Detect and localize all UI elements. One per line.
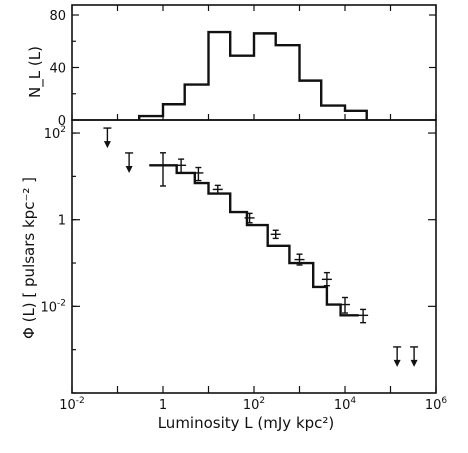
- top-y-tick-label: 80: [49, 9, 66, 24]
- bottom-y-axis-label: Φ (L) [ pulsars kpc⁻² ]: [20, 177, 38, 339]
- bottom-x-tick-label: 10-2: [59, 396, 85, 413]
- top-x-ticks: [71, 5, 437, 120]
- bottom-x-axis: 10-2 1 102 104 106: [59, 386, 447, 413]
- upper-limit-arrow: [393, 359, 401, 367]
- bottom-y-tick-label: 102: [44, 125, 66, 142]
- top-y-tick-label: 0: [58, 114, 66, 129]
- bottom-panel: 102 1 10-2 10-2 1 102 104 106 Φ (L) [ pulsars …: [20, 119, 447, 432]
- bottom-histogram: [149, 164, 359, 317]
- bottom-x-tick-label: 1: [159, 398, 167, 413]
- upper-limits: [103, 127, 419, 367]
- bottom-x-tick-label: 106: [425, 396, 448, 413]
- top-y-axis: 0 40 80: [49, 9, 436, 129]
- top-histogram: [138, 30, 368, 120]
- bottom-panel-frame: [71, 119, 437, 394]
- upper-limit-arrow: [125, 165, 133, 173]
- x-axis-label: Luminosity L (mJy kpc²): [158, 414, 335, 432]
- upper-limit-arrow: [410, 359, 418, 367]
- upper-limit-arrow: [103, 141, 111, 149]
- bottom-y-tick-label: 10-2: [40, 298, 66, 315]
- bottom-y-axis: 102 1 10-2: [40, 125, 436, 394]
- bottom-y-tick-label: 1: [58, 214, 66, 229]
- bottom-x-tick-label: 102: [243, 396, 265, 413]
- top-y-tick-label: 40: [49, 62, 66, 77]
- top-y-axis-label: N_L (L): [26, 46, 45, 98]
- bottom-x-tick-label: 104: [334, 396, 357, 413]
- top-panel: 0 40 80 N_L (L): [26, 4, 437, 129]
- top-panel-frame: [71, 4, 437, 121]
- error-bars: [149, 152, 369, 324]
